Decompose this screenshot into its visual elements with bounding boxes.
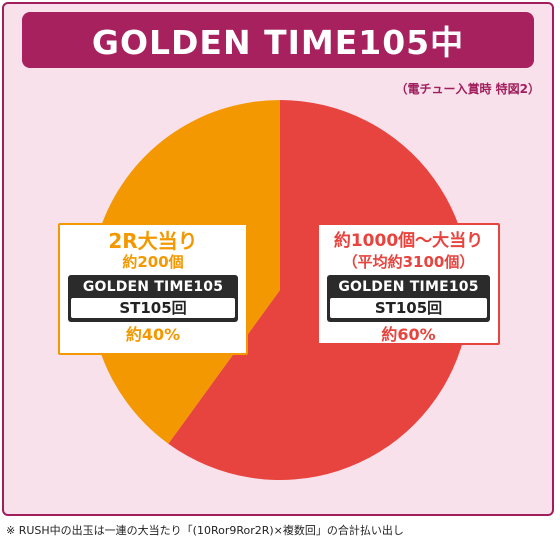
label-percent: 約40%: [125, 325, 181, 344]
label-payout: 約200個: [122, 253, 184, 271]
st-count: ST105回: [330, 298, 487, 318]
slice-label-big-hit: 約1000個～大当り （平均約3100個） GOLDEN TIME105 ST1…: [317, 223, 500, 345]
mode-badge: GOLDEN TIME105 ST105回: [68, 275, 238, 322]
label-payout: （平均約3100個）: [342, 253, 475, 271]
mode-badge: GOLDEN TIME105 ST105回: [327, 275, 490, 322]
condition-note: （電チュー入賞時 特図2）: [395, 82, 540, 96]
label-percent: 約60%: [381, 325, 436, 344]
chart-title: GOLDEN TIME105中: [22, 12, 534, 68]
mode-name: GOLDEN TIME105: [82, 279, 224, 295]
st-count: ST105回: [71, 298, 235, 318]
mode-name: GOLDEN TIME105: [338, 279, 479, 295]
label-heading: 2R大当り: [108, 229, 198, 253]
footnote: ※ RUSH中の出玉は一連の大当たり「(10Ror9Ror2R)×複数回」の合計…: [6, 524, 404, 537]
label-heading: 約1000個～大当り: [333, 231, 484, 251]
slice-label-2r-hit: 2R大当り 約200個 GOLDEN TIME105 ST105回 約40%: [58, 223, 248, 355]
